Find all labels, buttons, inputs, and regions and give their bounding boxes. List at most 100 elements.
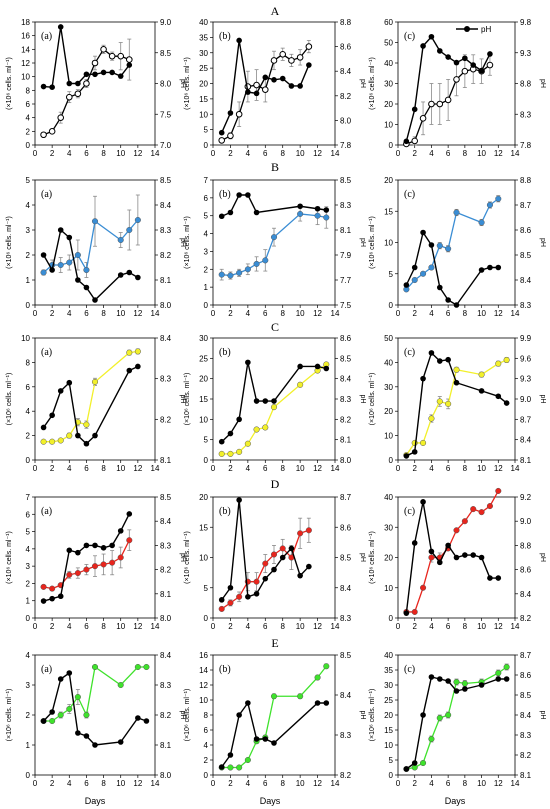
panel-D-a-y2-axis-title: pH [179,553,186,562]
panel-C-b-ytick-label-25: 25 [199,354,208,363]
panel-D-a-ph-point [40,598,47,604]
panel-D-a-y2tick-label-8.5: 8.5 [160,493,172,502]
panel-C-c-cell-point [453,366,460,373]
panel-C-c-y2tick-label-8.4: 8.4 [520,436,532,445]
panel-E-c-panel-letter: (c) [404,664,415,675]
panel-B-c-ytick-label-10: 10 [384,239,393,248]
row-letter-E: E [271,636,278,650]
panel-A-a-ph-line [43,26,130,88]
panel-E-c-ph-point [445,678,451,684]
panel-A-a-ytick-label-8: 8 [26,86,31,95]
panel-D-c-ph-line [405,501,499,614]
panel-D-b-ph-line [221,499,310,601]
panel-E-a-xtick-label-8: 8 [101,779,106,788]
panel-E-c-xtick-label-10: 10 [477,779,486,788]
panel-D-b-xtick-label-2: 2 [228,622,233,631]
panel-B-b-xtick-label-8: 8 [280,309,285,318]
panel-E-c: 0 2 4 6 8 10 12 14 0 5 10 15 20 25 30 35 40 8.1 8.2 8.3 8.4 8… [369,651,546,788]
panel-D-b-xtick-label-0: 0 [211,622,216,631]
panel-A-a-cell-point [91,59,99,67]
panel-E-c-cell-point [495,669,502,677]
panel-B-b-cell-point [227,272,234,279]
panel-A-a-xtick-label-8: 8 [101,149,106,158]
panel-C-c-xtick-label-0: 0 [396,464,401,473]
panel-E-b-ytick-label-2: 2 [204,756,209,765]
panel-A-a-cell-point [57,114,65,121]
panel-D-c-y2tick-label-8.6: 8.6 [520,566,532,575]
panel-B-c-panel-letter: (c) [404,189,415,200]
panel-C-c-cell-point [411,439,418,446]
panel-D-c-ph-point [453,554,460,561]
panel-D-a-xtick-label-0: 0 [33,622,38,631]
panel-E-b-y2tick-label-8.2: 8.2 [340,771,352,780]
panel-C-c-cell-point [428,415,435,422]
panel-C-b-ph-point [227,430,234,437]
panel-E-c-xtick-label-0: 0 [396,779,401,788]
panel-A-c-cell-point [486,61,494,69]
panel-C-b-panel-letter: (b) [219,347,231,358]
panel-D-b-ytick-label-10: 10 [199,554,208,563]
panel-E-c-y-axis-title: (×10⁶ cells. ml⁻¹) [369,689,376,742]
panel-B-a-ph-point [49,267,55,273]
panel-B-c-ytick-label-20: 20 [384,176,393,185]
panel-B-b-xtick-label-2: 2 [228,309,233,318]
panel-A-b-cell-point [227,132,234,140]
panel-C-a-panel-letter: (a) [41,347,52,358]
panel-E-c-ytick-label-40: 40 [384,651,393,660]
panel-B-c-ph-point [445,297,451,303]
panel-C-c: 0 2 4 6 8 10 12 14 0 10 20 30 40 50 8.1 8.4 8.7 9.0 9.3 9.6… [369,334,546,473]
panel-D-a-xtick-label-12: 12 [133,622,142,631]
panel-E-a-ph-point [40,718,47,724]
panel-C-b-cell-point [236,448,243,455]
panel-B-c-xtick-label-4: 4 [429,309,434,318]
panel-C-a-ytick-label-4: 4 [26,407,31,416]
panel-A-c: 0 2 4 6 8 10 12 14 0 10 20 30 40 50 60 7.8 8.3 8.8 9.3 9.8 (… [369,18,546,158]
panel-B-b-ph-line [221,194,327,217]
panel-C-a-ytick-label-2: 2 [26,432,31,441]
panel-C-b-ph-point [236,416,242,423]
panel-A-c-ytick-label-60: 60 [384,18,393,27]
panel-E-b-ph-point [236,712,242,718]
panel-C-a-cell-point [40,438,47,445]
panel-C-b-y2tick-label-8.4: 8.4 [340,375,352,384]
panel-C-c-cell-point [503,356,510,364]
panel-D-c-ph-point [462,552,468,558]
panel-D-b-cell-point [297,530,304,537]
panel-B-c-xtick-label-12: 12 [494,309,503,318]
panel-A-a-cell-point [48,128,56,135]
panel-A-c-cell-point [444,96,452,104]
panel-E-c-ytick-label-20: 20 [384,711,393,720]
panel-E-b-ytick-label-10: 10 [199,696,208,705]
panel-B-a-xtick-label-14: 14 [151,309,160,318]
panel-C-a-xtick-label-4: 4 [67,464,72,473]
panel-B-c-y2tick-label-8.5: 8.5 [520,251,532,260]
panel-B-a-xtick-label-0: 0 [33,309,38,318]
panel-A-c-xtick-label-12: 12 [494,149,503,158]
panel-B-b-cell-point [218,271,225,278]
panel-C-a-cell-point [126,349,133,356]
panel-B-b-cell-point [253,260,260,267]
panel-E-b-xtick-label-4: 4 [246,779,251,788]
panel-B-b-cell-point [236,269,243,276]
panel-E-c-cell-point [503,663,510,671]
panel-C-a-y2-axis-title: pH [179,395,186,404]
panel-B-c-cell-point [486,201,493,209]
panel-E-c-ytick-label-35: 35 [384,666,393,675]
panel-D-b-xtick-label-10: 10 [296,622,305,631]
panel-E-a-xtick-label-6: 6 [84,779,89,788]
panel-E-b-ph-point [227,752,234,758]
panel-E-b-ph-point [218,764,225,770]
panel-D-b-cell-point [279,545,286,552]
panel-B-a-cell-point [134,216,141,224]
panel-A-b-xtick-label-8: 8 [280,149,285,158]
panel-B-b-ph-point [236,192,242,198]
panel-A-b-ytick-label-30: 30 [199,49,208,58]
panel-D-a-ph-point [57,593,64,600]
panel-C-c-y2tick-label-8.1: 8.1 [520,456,532,465]
panel-D-b-y2-axis-title: pH [359,553,366,562]
panel-C-c-ph-point [503,400,510,406]
panel-E-b-cell-point [227,764,234,771]
panel-D-a-xtick-label-8: 8 [101,622,106,631]
panel-D-b-xtick-label-12: 12 [313,622,322,631]
panel-D-c-cell-point [495,487,502,495]
